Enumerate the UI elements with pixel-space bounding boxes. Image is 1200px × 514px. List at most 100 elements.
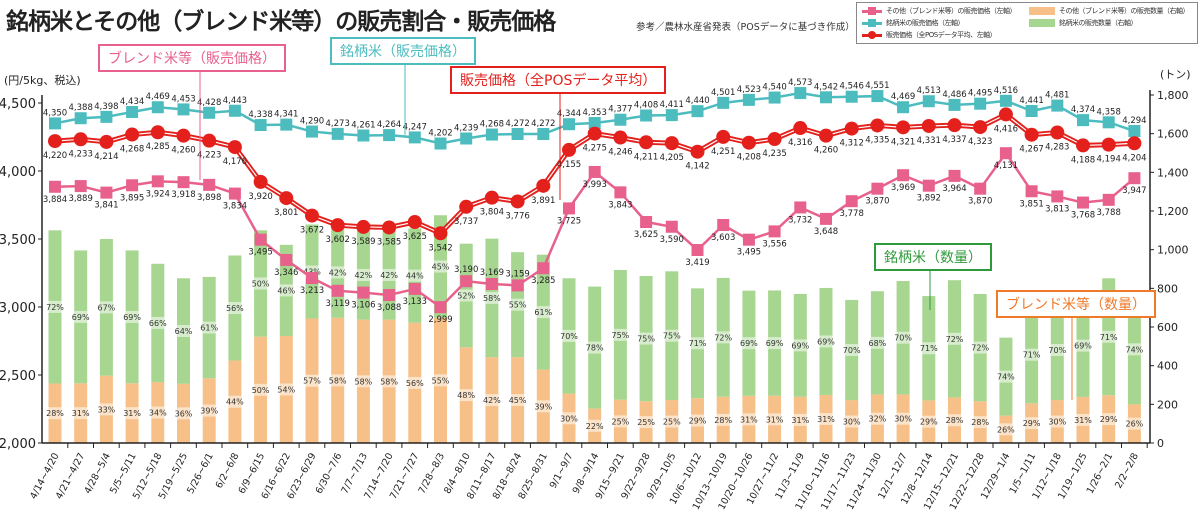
marker-brand_price xyxy=(485,128,498,141)
label-band xyxy=(973,341,987,354)
label-brand_price: 4,540 xyxy=(762,83,786,93)
marker-avg_price xyxy=(279,191,294,206)
marker-avg_price xyxy=(639,135,654,150)
other-share-label: 39% xyxy=(534,402,552,411)
marker-other_price xyxy=(691,244,704,257)
marker-avg_price xyxy=(176,128,191,143)
label-avg_price: 4,194 xyxy=(1097,155,1121,165)
legend-item-other-qty: その他（ブレンド米等）の販売数量（右軸） xyxy=(1029,6,1190,16)
label-band xyxy=(999,423,1013,436)
label-other_price: 3,947 xyxy=(1122,186,1146,196)
brand-share-label: 46% xyxy=(277,286,295,295)
other-share-label: 42% xyxy=(483,396,501,405)
marker-avg_price xyxy=(253,174,268,189)
x-tick-label: 1/26~2/1 xyxy=(1085,451,1116,496)
label-brand_price: 4,495 xyxy=(968,89,992,99)
label-band xyxy=(793,413,807,426)
label-brand_price: 4,542 xyxy=(814,82,838,92)
marker-avg_price xyxy=(407,215,422,229)
other-share-label: 25% xyxy=(637,418,655,427)
other-share-label: 29% xyxy=(920,418,938,427)
marker-other_price xyxy=(511,279,524,292)
brand-share-label: 72% xyxy=(971,344,989,353)
label-band xyxy=(742,337,756,350)
other-share-label: 28% xyxy=(46,409,64,418)
label-band xyxy=(1050,344,1064,357)
marker-other_price xyxy=(717,218,730,231)
label-avg_price: 3,602 xyxy=(326,235,350,245)
marker-avg_price xyxy=(356,219,371,234)
other-share-label: 32% xyxy=(869,415,887,424)
label-other_price: 3,346 xyxy=(274,268,298,278)
marker-other_price xyxy=(871,182,884,195)
left-axis-label: (円/5kg、税込) xyxy=(4,73,81,87)
legend-item-avg-price: 販売価格（全POSデータ平均、左軸） xyxy=(862,30,997,40)
brand-share-label: 69% xyxy=(791,341,809,350)
label-band xyxy=(845,344,859,357)
label-other_price: 3,725 xyxy=(557,216,581,226)
label-brand_price: 4,486 xyxy=(942,90,966,100)
label-avg_price: 3,891 xyxy=(531,196,555,206)
marker-brand_price xyxy=(665,109,678,122)
left-tick-label: 4,000 xyxy=(0,165,36,180)
marker-other_price xyxy=(948,169,961,182)
label-brand_price: 4,358 xyxy=(1097,107,1121,117)
label-band xyxy=(434,374,447,387)
legend-item-brand-price: 銘柄米の販売価格（左軸） xyxy=(862,18,965,28)
left-tick-label: 3,500 xyxy=(0,233,36,248)
brand-share-label: 75% xyxy=(612,331,630,340)
marker-brand_price xyxy=(408,131,421,144)
label-band xyxy=(48,407,62,420)
label-avg_price: 4,204 xyxy=(1122,153,1146,163)
marker-brand_price xyxy=(383,129,396,142)
label-other_price: 3,419 xyxy=(685,258,709,268)
brand-share-label: 74% xyxy=(997,373,1015,382)
label-band xyxy=(356,375,370,388)
brand-share-label: 45% xyxy=(432,262,450,271)
label-band xyxy=(485,394,499,407)
label-band xyxy=(1050,415,1064,428)
other-share-label: 26% xyxy=(997,425,1015,434)
label-brand_price: 4,388 xyxy=(69,103,93,113)
label-band xyxy=(973,416,987,429)
label-avg_price: 4,188 xyxy=(1071,155,1095,165)
marker-avg_price xyxy=(793,121,808,136)
brand-share-label: 75% xyxy=(663,332,681,341)
x-tick-label: 6/2~6/8 xyxy=(214,451,242,490)
other-share-label: 33% xyxy=(98,405,116,414)
label-avg_price: 4,235 xyxy=(762,149,786,159)
marker-avg_price xyxy=(870,118,885,133)
chart-title: 銘柄米とその他（ブレンド米等）の販売割合・販売価格 xyxy=(6,9,556,35)
marker-avg_price xyxy=(690,144,705,159)
marker-avg_price xyxy=(844,121,859,136)
marker-other_price xyxy=(306,272,318,285)
label-brand_price: 4,443 xyxy=(223,96,247,106)
marker-other_price xyxy=(383,289,396,302)
marker-brand_price xyxy=(717,96,730,109)
label-band xyxy=(948,414,961,427)
brand-share-label: 69% xyxy=(123,313,141,322)
label-band xyxy=(331,266,345,279)
marker-avg_price xyxy=(330,218,345,233)
label-avg_price: 4,416 xyxy=(994,124,1018,134)
right-tick-label: 400 xyxy=(1157,360,1178,373)
label-brand_price: 4,469 xyxy=(146,92,170,102)
label-band xyxy=(716,331,730,344)
brand-share-label: 69% xyxy=(1074,342,1092,351)
brand-share-label: 58% xyxy=(483,294,501,303)
marker-avg_price xyxy=(433,226,448,241)
label-band xyxy=(177,407,190,420)
marker-avg_price xyxy=(73,132,88,147)
marker-other_price xyxy=(768,225,781,238)
other-share-label: 28% xyxy=(714,416,732,425)
x-tick-label: 9/1~9/7 xyxy=(548,451,576,490)
label-band xyxy=(742,413,756,426)
label-band xyxy=(588,419,602,432)
label-avg_price: 4,335 xyxy=(865,135,889,145)
marker-other_price xyxy=(820,212,832,225)
label-brand_price: 4,377 xyxy=(608,105,632,115)
marker-avg_price xyxy=(1127,136,1142,151)
other-share-label: 28% xyxy=(971,418,989,427)
